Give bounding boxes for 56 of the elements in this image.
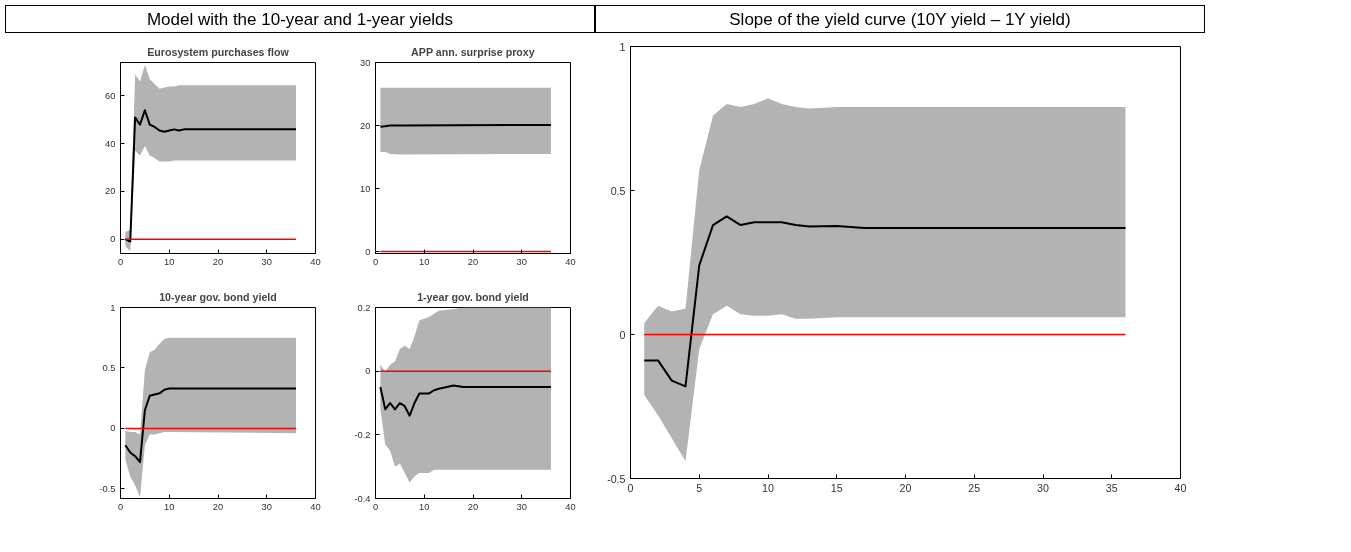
chart-title: 1-year gov. bond yield bbox=[417, 290, 529, 303]
y-tick-label: 0 bbox=[365, 246, 371, 257]
x-tick-label: 20 bbox=[467, 501, 479, 512]
y-tick-label: 20 bbox=[105, 186, 116, 197]
x-tick-label: 40 bbox=[310, 256, 321, 267]
chart-title: Eurosystem purchases flow bbox=[147, 45, 290, 58]
x-tick-label: 30 bbox=[1037, 481, 1049, 494]
y-tick-label: 0 bbox=[365, 366, 371, 377]
y-tick-label: 0.5 bbox=[610, 184, 626, 197]
x-tick-label: 10 bbox=[762, 481, 774, 494]
x-tick-label: 30 bbox=[261, 256, 272, 267]
text: Model with the 10-year and 1-year yields bbox=[146, 9, 454, 31]
y-tick-label: 0 bbox=[110, 423, 116, 434]
x-tick-label: 30 bbox=[261, 501, 272, 512]
x-tick-label: 25 bbox=[968, 481, 981, 494]
y-tick-label: -0.5 bbox=[607, 472, 626, 485]
x-tick-label: 15 bbox=[830, 481, 843, 494]
x-tick-label: 10 bbox=[419, 501, 430, 512]
y-tick-label: 0 bbox=[619, 328, 626, 341]
x-tick-label: 0 bbox=[117, 501, 124, 512]
y-tick-label: -0.2 bbox=[354, 429, 371, 440]
x-tick-label: 40 bbox=[565, 256, 576, 267]
x-tick-label: 40 bbox=[1174, 481, 1187, 494]
y-tick-label: 60 bbox=[105, 90, 116, 101]
y-tick-label: 0.2 bbox=[357, 302, 371, 313]
x-tick-label: 35 bbox=[1105, 481, 1118, 494]
x-tick-label: 40 bbox=[310, 501, 321, 512]
x-tick-label: 0 bbox=[117, 256, 124, 267]
chart-title: Slope of the yield curve (10Y yield – 1Y yield) bbox=[729, 9, 1071, 31]
x-tick-label: 20 bbox=[212, 256, 224, 267]
y-tick-label: 30 bbox=[360, 57, 371, 68]
y-tick-label: 10 bbox=[360, 183, 371, 194]
x-tick-label: 20 bbox=[212, 501, 224, 512]
line-series bbox=[643, 215, 1127, 388]
x-tick-label: 0 bbox=[627, 481, 634, 494]
y-tick-label: -0.4 bbox=[354, 493, 371, 504]
x-tick-label: 0 bbox=[372, 501, 379, 512]
x-tick-label: 20 bbox=[899, 481, 912, 494]
chart-title: APP ann. surprise proxy bbox=[411, 45, 535, 58]
x-tick-label: 10 bbox=[419, 256, 430, 267]
x-tick-label: 0 bbox=[372, 256, 379, 267]
x-tick-label: 5 bbox=[696, 481, 703, 494]
y-tick-label: 0 bbox=[110, 234, 116, 245]
y-tick-label: -0.5 bbox=[99, 483, 116, 494]
y-tick-label: 40 bbox=[105, 138, 116, 149]
y-tick-label: 1 bbox=[619, 40, 626, 53]
x-tick-label: 10 bbox=[164, 256, 175, 267]
y-tick-label: 1 bbox=[110, 302, 116, 313]
x-tick-label: 30 bbox=[516, 256, 527, 267]
y-tick-label: 0.5 bbox=[102, 362, 116, 373]
x-tick-label: 40 bbox=[565, 501, 576, 512]
x-tick-label: 10 bbox=[164, 501, 175, 512]
x-tick-label: 30 bbox=[516, 501, 527, 512]
x-tick-label: 20 bbox=[467, 256, 479, 267]
y-tick-label: 20 bbox=[360, 120, 371, 131]
chart-title: 10-year gov. bond yield bbox=[159, 290, 277, 303]
